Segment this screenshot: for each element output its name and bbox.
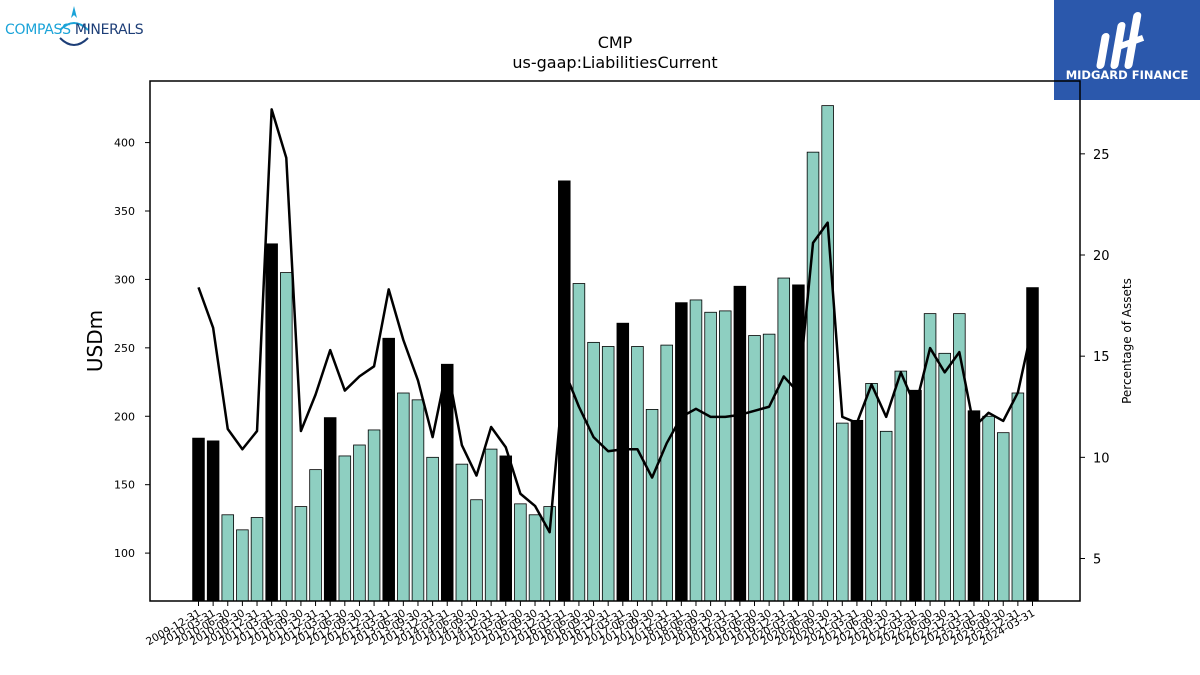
bar bbox=[514, 503, 527, 602]
y2-tick-label: 25 bbox=[1093, 148, 1110, 163]
bar bbox=[250, 517, 264, 602]
bar bbox=[353, 444, 366, 602]
bar bbox=[762, 333, 776, 602]
bar bbox=[645, 409, 659, 602]
bar bbox=[806, 151, 820, 602]
y-axis-label: USDm bbox=[83, 310, 107, 372]
compass-minerals-logo bbox=[4, 4, 154, 54]
bar bbox=[397, 392, 410, 602]
bar bbox=[718, 310, 732, 602]
bar bbox=[382, 337, 395, 602]
y-tick-label: 200 bbox=[114, 410, 135, 423]
compass-minerals-wordmark: COMPASS MINERALS bbox=[5, 22, 144, 38]
brand-left-part1: COMPASS bbox=[5, 22, 71, 38]
y2-tick-label: 20 bbox=[1093, 249, 1110, 264]
bar bbox=[558, 180, 571, 602]
bar bbox=[470, 499, 483, 602]
bar bbox=[879, 430, 893, 602]
bar bbox=[206, 440, 220, 602]
bar bbox=[236, 529, 249, 602]
bar bbox=[294, 506, 308, 602]
brand-right-name: MIDGARD FINANCE bbox=[1065, 68, 1189, 82]
pct-assets-line bbox=[197, 108, 1034, 534]
bar bbox=[587, 341, 600, 602]
bar bbox=[909, 389, 922, 602]
bar bbox=[689, 299, 703, 602]
y2-tick-label: 10 bbox=[1093, 451, 1110, 466]
y2-tick-label: 5 bbox=[1093, 553, 1101, 568]
bar bbox=[1011, 392, 1025, 602]
y-tick-label: 350 bbox=[114, 205, 135, 218]
bar bbox=[323, 417, 337, 602]
bar bbox=[836, 422, 849, 602]
bar bbox=[309, 469, 322, 602]
bar bbox=[982, 415, 995, 602]
midgard-m-icon bbox=[1096, 12, 1145, 69]
bar bbox=[338, 455, 352, 602]
y-tick-label: 300 bbox=[114, 273, 135, 286]
bar bbox=[660, 344, 673, 602]
bar bbox=[792, 284, 805, 602]
compass-star-icon bbox=[59, 6, 89, 46]
plot-frame bbox=[149, 80, 1081, 602]
bar bbox=[821, 105, 834, 602]
chart-title: CMP bbox=[598, 33, 633, 52]
bar bbox=[777, 277, 791, 602]
bar bbox=[572, 283, 586, 602]
bar bbox=[748, 335, 761, 602]
bar bbox=[367, 429, 381, 602]
bar bbox=[411, 399, 425, 602]
bar bbox=[499, 455, 513, 602]
bar bbox=[616, 322, 630, 602]
y-tick-label: 100 bbox=[114, 547, 135, 560]
brand-left-part2: MINERALS bbox=[70, 22, 144, 38]
midgard-finance-logo: MIDGARD FINANCE bbox=[1054, 0, 1200, 100]
bar bbox=[426, 456, 439, 602]
bar bbox=[865, 383, 878, 602]
bar bbox=[1026, 287, 1039, 602]
y-tick-label: 250 bbox=[114, 342, 135, 355]
bar bbox=[675, 302, 688, 602]
bar bbox=[850, 419, 864, 602]
y-tick-label: 150 bbox=[114, 479, 135, 492]
bar bbox=[704, 311, 717, 602]
bar bbox=[631, 346, 644, 602]
bar bbox=[938, 352, 951, 602]
bar bbox=[455, 463, 469, 602]
bar bbox=[601, 346, 615, 602]
bar bbox=[192, 437, 205, 602]
bar bbox=[528, 514, 542, 602]
bar bbox=[733, 285, 747, 602]
bar bbox=[440, 363, 454, 602]
y-tick-label: 400 bbox=[114, 137, 135, 150]
bar bbox=[484, 448, 498, 602]
chart-subtitle: us-gaap:LiabilitiesCurrent bbox=[512, 53, 717, 72]
bar bbox=[265, 243, 278, 602]
bar bbox=[280, 272, 293, 602]
y2-axis-label: Percentage of Assets bbox=[1120, 278, 1134, 404]
bar bbox=[221, 514, 235, 602]
bar bbox=[967, 410, 981, 602]
y2-tick-label: 15 bbox=[1093, 350, 1110, 365]
bar bbox=[996, 432, 1010, 602]
bar bbox=[894, 370, 908, 602]
